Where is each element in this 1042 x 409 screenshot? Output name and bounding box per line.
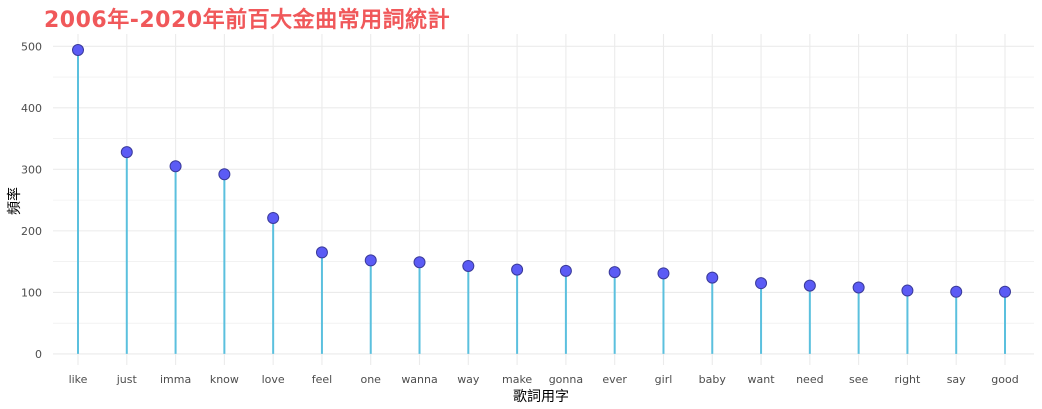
x-tick-label: baby bbox=[699, 373, 727, 386]
x-tick-label: girl bbox=[655, 373, 673, 386]
x-tick-label: say bbox=[947, 373, 966, 386]
x-tick-label: just bbox=[116, 373, 138, 386]
x-tick-label: feel bbox=[312, 373, 332, 386]
point-right bbox=[901, 284, 914, 297]
x-tick-label: need bbox=[796, 373, 824, 386]
x-tick-label: gonna bbox=[549, 373, 583, 386]
point-see bbox=[852, 281, 865, 294]
x-tick-label: wanna bbox=[401, 373, 437, 386]
chart-title: 2006年-2020年前百大金曲常用詞統計 bbox=[44, 8, 451, 33]
point-like bbox=[72, 43, 84, 56]
y-axis-ticks: 0 100 200 300 400 500 bbox=[21, 40, 42, 361]
point-love bbox=[267, 211, 280, 224]
grid-lines bbox=[53, 34, 1034, 365]
x-tick-label: see bbox=[849, 373, 868, 386]
point-make bbox=[511, 263, 524, 276]
point-wanna bbox=[413, 256, 426, 269]
x-tick-label: love bbox=[262, 373, 285, 386]
x-tick-label: like bbox=[69, 373, 88, 386]
x-tick-label: ever bbox=[602, 373, 627, 386]
point-feel bbox=[315, 246, 328, 259]
point-want bbox=[755, 277, 768, 290]
point-gonna bbox=[559, 264, 572, 277]
point-imma bbox=[169, 160, 182, 173]
x-tick-label: want bbox=[748, 373, 776, 386]
point-girl bbox=[657, 267, 670, 280]
point-say bbox=[950, 285, 963, 298]
x-tick-label: make bbox=[502, 373, 532, 386]
x-tick-label: imma bbox=[160, 373, 191, 386]
points bbox=[72, 43, 1011, 298]
y-tick-label: 300 bbox=[21, 163, 42, 176]
stems bbox=[77, 49, 1006, 354]
y-tick-label: 100 bbox=[21, 286, 42, 299]
point-ever bbox=[608, 266, 621, 279]
point-need bbox=[803, 279, 816, 292]
point-know bbox=[218, 168, 231, 181]
y-tick-label: 400 bbox=[21, 102, 42, 115]
x-tick-label: good bbox=[991, 373, 1018, 386]
y-tick-label: 0 bbox=[35, 348, 42, 361]
y-tick-label: 500 bbox=[21, 40, 42, 53]
point-good bbox=[999, 285, 1011, 298]
point-one bbox=[364, 254, 377, 267]
x-axis-ticks: like just imma know love feel one wanna way make g… bbox=[69, 373, 1019, 386]
x-tick-label: know bbox=[210, 373, 239, 386]
point-way bbox=[462, 259, 475, 272]
x-tick-label: way bbox=[457, 373, 480, 386]
y-tick-label: 200 bbox=[21, 225, 42, 238]
x-tick-label: right bbox=[894, 373, 921, 386]
point-baby bbox=[706, 271, 719, 284]
x-tick-label: one bbox=[360, 373, 381, 386]
x-axis-title: 歌詞用字 bbox=[513, 389, 569, 405]
point-just bbox=[120, 146, 133, 159]
y-axis-title: 頻率 bbox=[6, 187, 23, 215]
